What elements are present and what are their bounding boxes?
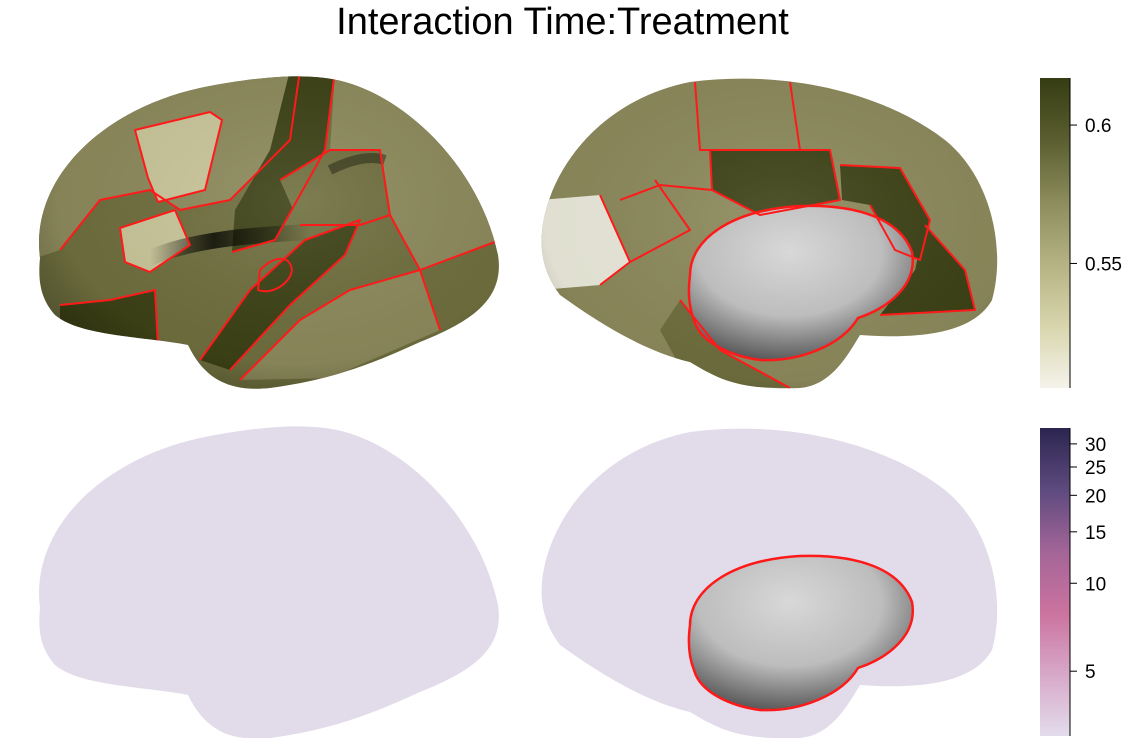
colorbar-tick-label: 15 <box>1085 523 1106 544</box>
colorbar-tick-label: 30 <box>1085 435 1106 456</box>
colorbar-top: 0.6 0.55 <box>1040 78 1122 388</box>
colorbar-top-gradient <box>1040 78 1070 388</box>
sylvian-fissure <box>142 224 318 266</box>
colorbar-tick-label: 0.55 <box>1085 254 1122 275</box>
brain-top-lateral <box>39 76 499 389</box>
figure-title: Interaction Time:Treatment <box>336 1 789 43</box>
colorbar-bottom-gradient <box>1040 428 1070 736</box>
cortex-surface <box>39 426 499 738</box>
brain-bottom-lateral <box>39 426 499 738</box>
colorbar-tick-label: 0.6 <box>1085 116 1111 137</box>
parcel-borders <box>59 76 499 381</box>
medial-wall <box>688 555 913 711</box>
colorbar-tick-label: 10 <box>1085 574 1106 595</box>
brain-top-medial <box>541 78 998 389</box>
colorbar-tick-label: 20 <box>1085 486 1106 507</box>
medial-wall <box>688 205 913 361</box>
colorbar-tick-label: 25 <box>1085 458 1106 479</box>
brain-bottom-medial <box>541 428 998 738</box>
colorbar-top-ticks: 0.6 0.55 <box>1070 116 1122 275</box>
colorbar-tick-label: 5 <box>1085 662 1096 683</box>
